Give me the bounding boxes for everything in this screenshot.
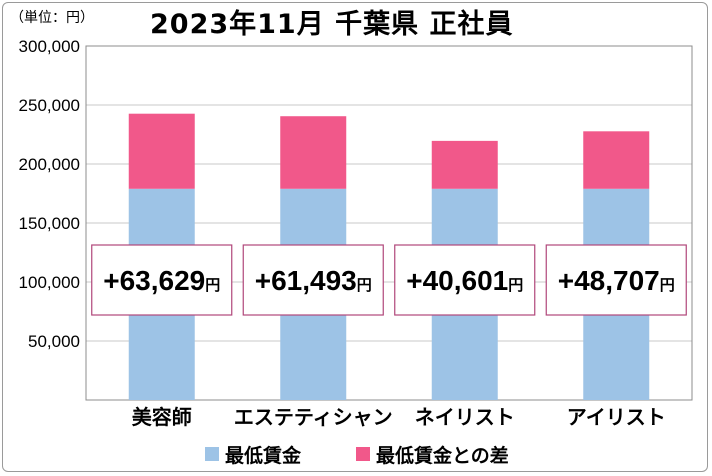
bar-diff: [583, 131, 650, 189]
diff-callout-text: +48,707円: [558, 265, 675, 296]
bar-diff: [280, 116, 347, 189]
diff-callout-text: +61,493円: [255, 265, 372, 296]
legend-label-min-wage: 最低賃金: [225, 444, 302, 467]
x-tick-label: エステティシャン: [234, 405, 393, 429]
diff-value: +40,601: [406, 265, 508, 296]
diff-unit: 円: [357, 276, 372, 294]
y-tick-label: 200,000: [19, 155, 80, 174]
legend: 最低賃金 最低賃金との差: [0, 440, 712, 470]
diff-callout-text: +63,629円: [103, 265, 220, 296]
diff-callout-box: [545, 244, 687, 316]
legend-item-min-wage: 最低賃金: [205, 442, 302, 467]
bar-diff: [128, 113, 195, 189]
y-tick-label: 150,000: [19, 214, 80, 233]
y-tick-label: 50,000: [28, 332, 80, 351]
diff-value: +63,629: [103, 265, 205, 296]
diff-callout-text: +40,601円: [406, 265, 523, 296]
legend-swatch-min-wage: [205, 447, 219, 461]
diff-callout-box: [394, 244, 536, 316]
x-tick-label: 美容師: [132, 405, 192, 429]
chart-title: 2023年11月 千葉県 正社員: [150, 9, 514, 40]
unit-label: （単位：円）: [10, 10, 94, 26]
diff-value: +48,707: [558, 265, 660, 296]
diff-value: +61,493: [255, 265, 357, 296]
diff-unit: 円: [660, 276, 675, 294]
x-tick-label: ネイリスト: [415, 405, 515, 429]
diff-callout-box: [242, 244, 384, 316]
diff-callout-box: [91, 244, 233, 316]
y-tick-label: 100,000: [19, 273, 80, 292]
legend-item-diff: 最低賃金との差: [356, 442, 509, 467]
x-tick-label: アイリスト: [567, 405, 666, 429]
diff-unit: 円: [508, 276, 523, 294]
legend-swatch-diff: [356, 447, 370, 461]
y-tick-label: 250,000: [19, 96, 80, 115]
y-tick-label: 300,000: [19, 37, 80, 56]
legend-label-diff: 最低賃金との差: [376, 444, 509, 467]
plot-area-border: [85, 45, 693, 401]
diff-unit: 円: [205, 276, 220, 294]
bar-diff: [431, 140, 498, 189]
